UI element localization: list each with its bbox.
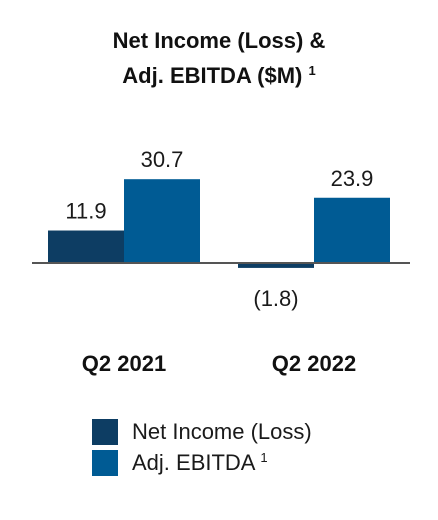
bar-chart: 11.9 (1.8) 30.7 23.9 Q2 2021 Q2 2022 (32, 147, 410, 376)
legend-swatch-net-income (92, 418, 118, 445)
chart-title-line-2: Adj. EBITDA ($M) 1 (0, 56, 438, 91)
legend-label-adj-ebitda: Adj. EBITDA 1 (132, 450, 268, 476)
chart-title-line-1: Net Income (Loss) & (112, 28, 326, 53)
category-label-q2-2021: Q2 2021 (82, 351, 166, 376)
chart-title: Net Income (Loss) & Adj. EBITDA ($M) 1 (0, 26, 438, 91)
bar-net-income-loss-q2-2021 (48, 230, 124, 263)
title-footnote-mark: 1 (308, 63, 316, 78)
data-label-net-income-loss-q2-2022: (1.8) (253, 286, 298, 311)
bar-adj-ebitda-q2-2021 (124, 179, 200, 263)
category-label-q2-2022: Q2 2022 (272, 351, 356, 376)
bar-adj-ebitda-q2-2022 (314, 197, 390, 263)
legend-item-net-income: Net Income (Loss) (92, 416, 312, 447)
chart-legend: Net Income (Loss) Adj. EBITDA 1 (92, 416, 312, 478)
legend-item-adj-ebitda: Adj. EBITDA 1 (92, 447, 312, 478)
legend-label-net-income: Net Income (Loss) (132, 418, 312, 444)
chart-title-line-2-text: Adj. EBITDA ($M) (122, 63, 303, 88)
legend-swatch-adj-ebitda (92, 449, 118, 476)
legend-label-adj-ebitda-text: Adj. EBITDA (132, 449, 255, 475)
legend-footnote-mark: 1 (260, 449, 268, 465)
data-label-adj-ebitda-q2-2022: 23.9 (331, 166, 374, 191)
data-label-net-income-loss-q2-2021: 11.9 (65, 199, 106, 224)
bar-net-income-loss-q2-2022 (238, 263, 314, 268)
data-label-adj-ebitda-q2-2021: 30.7 (141, 147, 184, 172)
